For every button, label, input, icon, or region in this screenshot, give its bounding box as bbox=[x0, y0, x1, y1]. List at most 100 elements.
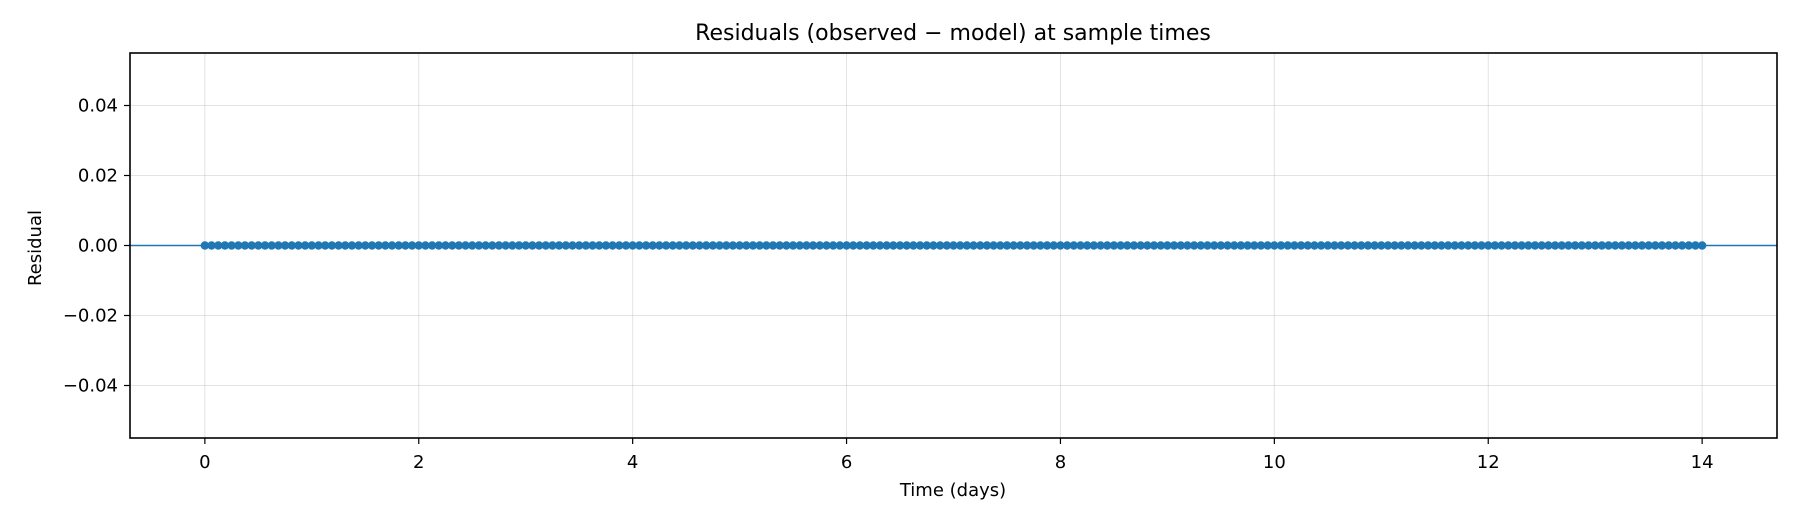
residual-point bbox=[942, 241, 952, 250]
residual-point bbox=[1062, 241, 1072, 250]
residual-point bbox=[1323, 241, 1333, 250]
residual-point bbox=[200, 241, 210, 250]
y-tick-label: 0.00 bbox=[78, 236, 118, 257]
residual-point bbox=[1290, 241, 1299, 250]
residual-point bbox=[742, 241, 751, 250]
residual-point bbox=[1377, 241, 1386, 250]
x-tick-label: 14 bbox=[1691, 452, 1714, 473]
residual-point bbox=[1109, 241, 1119, 250]
residual-point bbox=[534, 241, 544, 250]
residual-point bbox=[1270, 241, 1279, 250]
residual-point bbox=[1129, 241, 1139, 250]
residual-point bbox=[808, 241, 818, 250]
residual-point bbox=[855, 241, 865, 250]
residual-point bbox=[869, 241, 878, 250]
residual-point bbox=[1230, 241, 1239, 250]
residual-point bbox=[1042, 241, 1052, 250]
residual-point bbox=[1390, 241, 1399, 250]
residual-point bbox=[568, 241, 577, 250]
residual-point bbox=[1022, 241, 1032, 250]
residual-point bbox=[1644, 241, 1653, 250]
residual-point bbox=[822, 241, 831, 250]
residual-point bbox=[1657, 241, 1667, 250]
residual-point bbox=[1169, 241, 1179, 250]
residual-point bbox=[1123, 241, 1132, 250]
residual-point bbox=[1430, 241, 1439, 250]
residual-point bbox=[955, 241, 965, 250]
residual-point bbox=[1330, 241, 1339, 250]
residual-point bbox=[214, 241, 223, 250]
residual-point bbox=[1082, 241, 1092, 250]
residual-point bbox=[361, 241, 370, 250]
residual-point bbox=[1604, 241, 1613, 250]
residual-point bbox=[768, 241, 778, 250]
residual-point bbox=[1570, 241, 1580, 250]
residual-point bbox=[1490, 241, 1500, 250]
residual-point bbox=[875, 241, 885, 250]
residual-point bbox=[1484, 241, 1493, 250]
residual-point bbox=[488, 241, 497, 250]
residual-point bbox=[1504, 241, 1513, 250]
residual-point bbox=[828, 241, 838, 250]
residual-point bbox=[715, 241, 724, 250]
residual-point bbox=[1069, 241, 1079, 250]
residual-point bbox=[207, 241, 216, 250]
chart-title: Residuals (observed − model) at sample t… bbox=[695, 21, 1211, 46]
residual-point bbox=[1631, 241, 1640, 250]
residual-point bbox=[1103, 241, 1112, 250]
residual-point bbox=[728, 241, 738, 250]
residual-point bbox=[775, 241, 784, 250]
residual-point bbox=[915, 241, 925, 250]
residual-point bbox=[374, 241, 383, 250]
residual-point bbox=[889, 241, 898, 250]
residual-point bbox=[1116, 241, 1125, 250]
residual-point bbox=[1163, 241, 1172, 250]
residual-point bbox=[401, 241, 410, 250]
residual-point bbox=[1651, 241, 1660, 250]
residual-point bbox=[1697, 241, 1707, 250]
residual-point bbox=[601, 241, 611, 250]
residual-point bbox=[815, 241, 825, 250]
residual-point bbox=[1383, 241, 1393, 250]
residual-point bbox=[788, 241, 798, 250]
residual-point bbox=[274, 241, 283, 250]
residual-point bbox=[1544, 241, 1553, 250]
residual-point bbox=[240, 241, 250, 250]
residual-point bbox=[220, 241, 230, 250]
residual-point bbox=[996, 241, 1005, 250]
residual-point bbox=[454, 241, 464, 250]
x-axis-label: Time (days) bbox=[899, 480, 1006, 501]
residual-point bbox=[1684, 241, 1693, 250]
residual-point bbox=[294, 241, 303, 250]
residual-point bbox=[842, 241, 851, 250]
residual-point bbox=[414, 241, 423, 250]
residual-point bbox=[508, 241, 517, 250]
residual-point bbox=[494, 241, 504, 250]
residual-point bbox=[314, 241, 323, 250]
residual-point bbox=[1537, 241, 1546, 250]
residual-point bbox=[247, 241, 256, 250]
residual-point bbox=[327, 241, 337, 250]
residual-point bbox=[748, 241, 758, 250]
residual-point bbox=[1517, 241, 1526, 250]
residual-point bbox=[1076, 241, 1085, 250]
residual-point bbox=[902, 241, 911, 250]
residual-point bbox=[1403, 241, 1413, 250]
residual-point bbox=[1250, 241, 1259, 250]
residual-point bbox=[1276, 241, 1286, 250]
residual-point bbox=[307, 241, 317, 250]
residual-point bbox=[735, 241, 744, 250]
residual-point bbox=[574, 241, 584, 250]
residual-point bbox=[641, 241, 651, 250]
x-axis-ticks: 0 2 4 6 8 10 12 14 bbox=[199, 438, 1714, 473]
residual-point bbox=[615, 241, 624, 250]
residual-point bbox=[1437, 241, 1446, 250]
residual-point bbox=[381, 241, 390, 250]
residual-point bbox=[989, 241, 998, 250]
residual-point bbox=[1470, 241, 1480, 250]
residual-point bbox=[849, 241, 858, 250]
residual-point bbox=[969, 241, 978, 250]
residual-point bbox=[982, 241, 992, 250]
